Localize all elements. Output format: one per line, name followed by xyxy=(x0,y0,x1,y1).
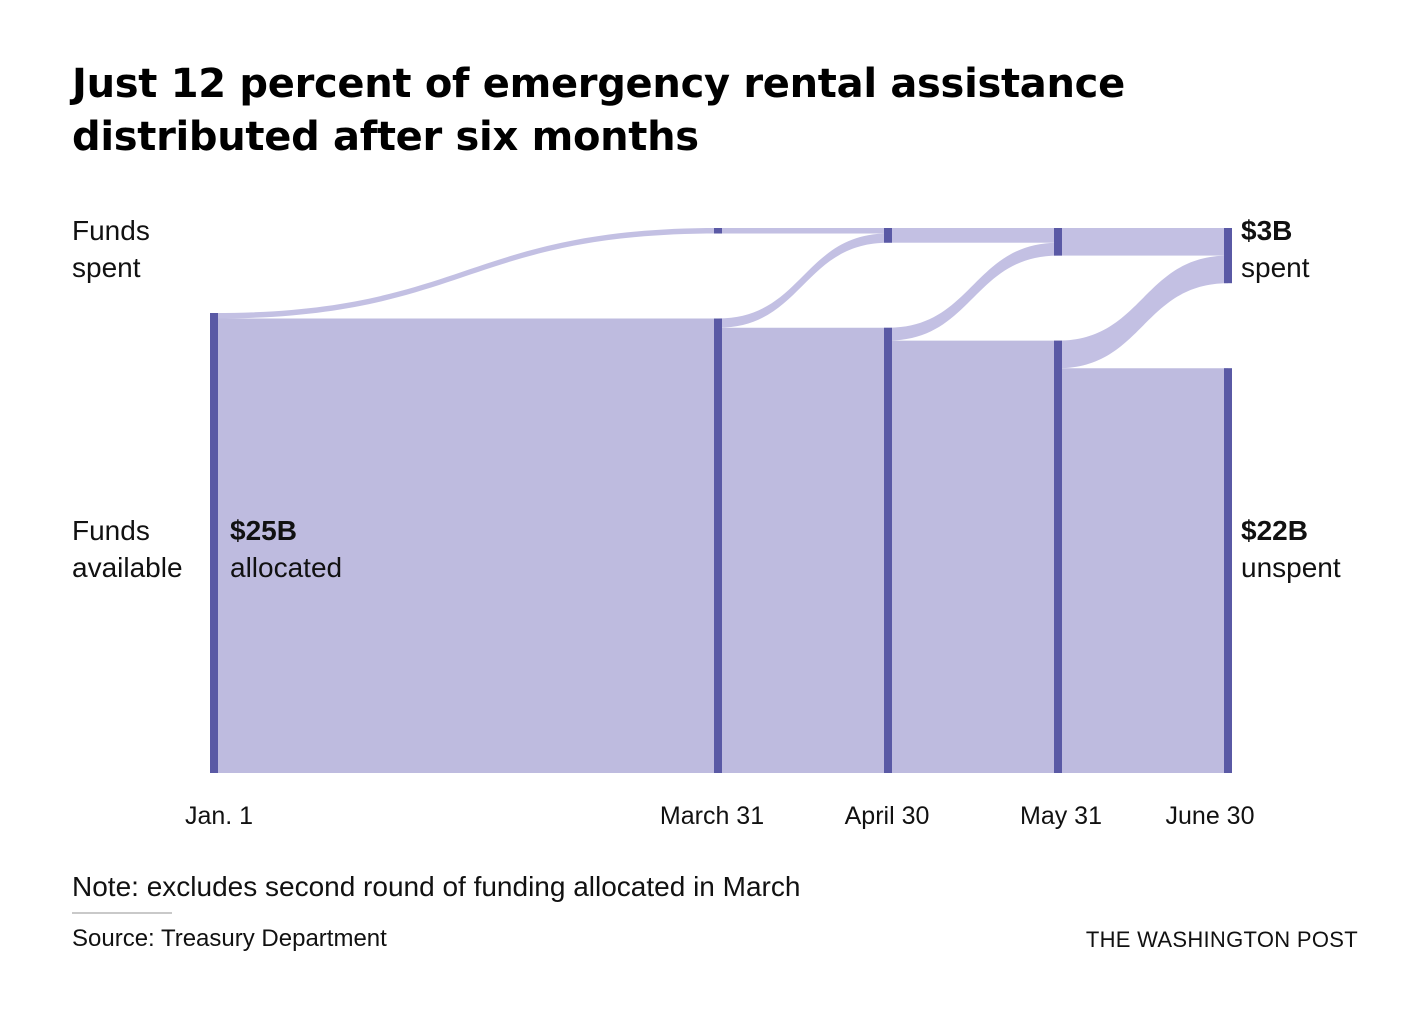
spent-carry-3 xyxy=(888,228,1058,243)
available-flow-2 xyxy=(718,327,888,773)
available-flow-4 xyxy=(1058,368,1228,773)
available-flow-1 xyxy=(214,318,718,773)
spent-value: $3B xyxy=(1241,215,1293,246)
spent-label: $3B spent xyxy=(1241,212,1310,286)
spent-outflow-4 xyxy=(1058,255,1228,369)
available-node-2 xyxy=(714,318,722,773)
spent-outflow-3 xyxy=(888,242,1058,341)
date-tick-1: Jan. 1 xyxy=(185,802,253,830)
date-tick-4: May 31 xyxy=(1020,802,1102,830)
spent-carry-2 xyxy=(718,228,888,234)
row-label-available-line-2: available xyxy=(72,552,183,583)
date-tick-3: April 30 xyxy=(845,802,930,830)
chart-note: Note: excludes second round of funding a… xyxy=(72,871,801,902)
row-label-spent-line-2: spent xyxy=(72,252,141,283)
available-flow-3 xyxy=(888,340,1058,773)
chart-title: Just 12 percent of emergency rental assi… xyxy=(72,58,1272,164)
allocated-value: $25B xyxy=(230,515,297,546)
spent-desc: spent xyxy=(1241,252,1310,283)
unspent-value: $22B xyxy=(1241,515,1308,546)
date-tick-2: March 31 xyxy=(660,802,764,830)
available-node-3 xyxy=(884,327,892,773)
available-node-4 xyxy=(1054,340,1062,773)
note-divider xyxy=(72,912,172,914)
flow-layer xyxy=(214,228,1228,773)
spent-node-3 xyxy=(884,228,892,243)
unspent-desc: unspent xyxy=(1241,552,1341,583)
available-node-1 xyxy=(210,313,218,773)
node-layer xyxy=(210,228,1232,773)
spent-outflow-1 xyxy=(214,228,718,319)
chart-source: Source: Treasury Department xyxy=(72,925,387,952)
spent-node-4 xyxy=(1054,228,1062,256)
row-label-spent-line-1: Funds xyxy=(72,215,150,246)
allocated-desc: allocated xyxy=(230,552,343,583)
spent-node-2 xyxy=(714,228,722,234)
date-axis: Jan. 1 March 31 April 30 May 31 June 30 xyxy=(185,802,1255,830)
row-label-funds-available: Funds available xyxy=(72,512,183,586)
date-tick-5: June 30 xyxy=(1166,802,1255,830)
spent-node-5 xyxy=(1224,228,1232,284)
spent-outflow-2 xyxy=(718,233,888,328)
chart-title-line-1: Just 12 percent of emergency rental assi… xyxy=(72,61,1125,107)
unspent-label: $22B unspent xyxy=(1241,512,1341,586)
row-label-funds-spent: Funds spent xyxy=(72,212,150,286)
publisher-wordmark: THE WASHINGTON POST xyxy=(1085,927,1358,952)
row-label-available-line-1: Funds xyxy=(72,515,150,546)
spent-carry-4 xyxy=(1058,228,1228,256)
chart-title-line-2: distributed after six months xyxy=(72,114,699,160)
allocated-label: $25B allocated xyxy=(230,512,342,586)
available-node-5 xyxy=(1224,368,1232,773)
